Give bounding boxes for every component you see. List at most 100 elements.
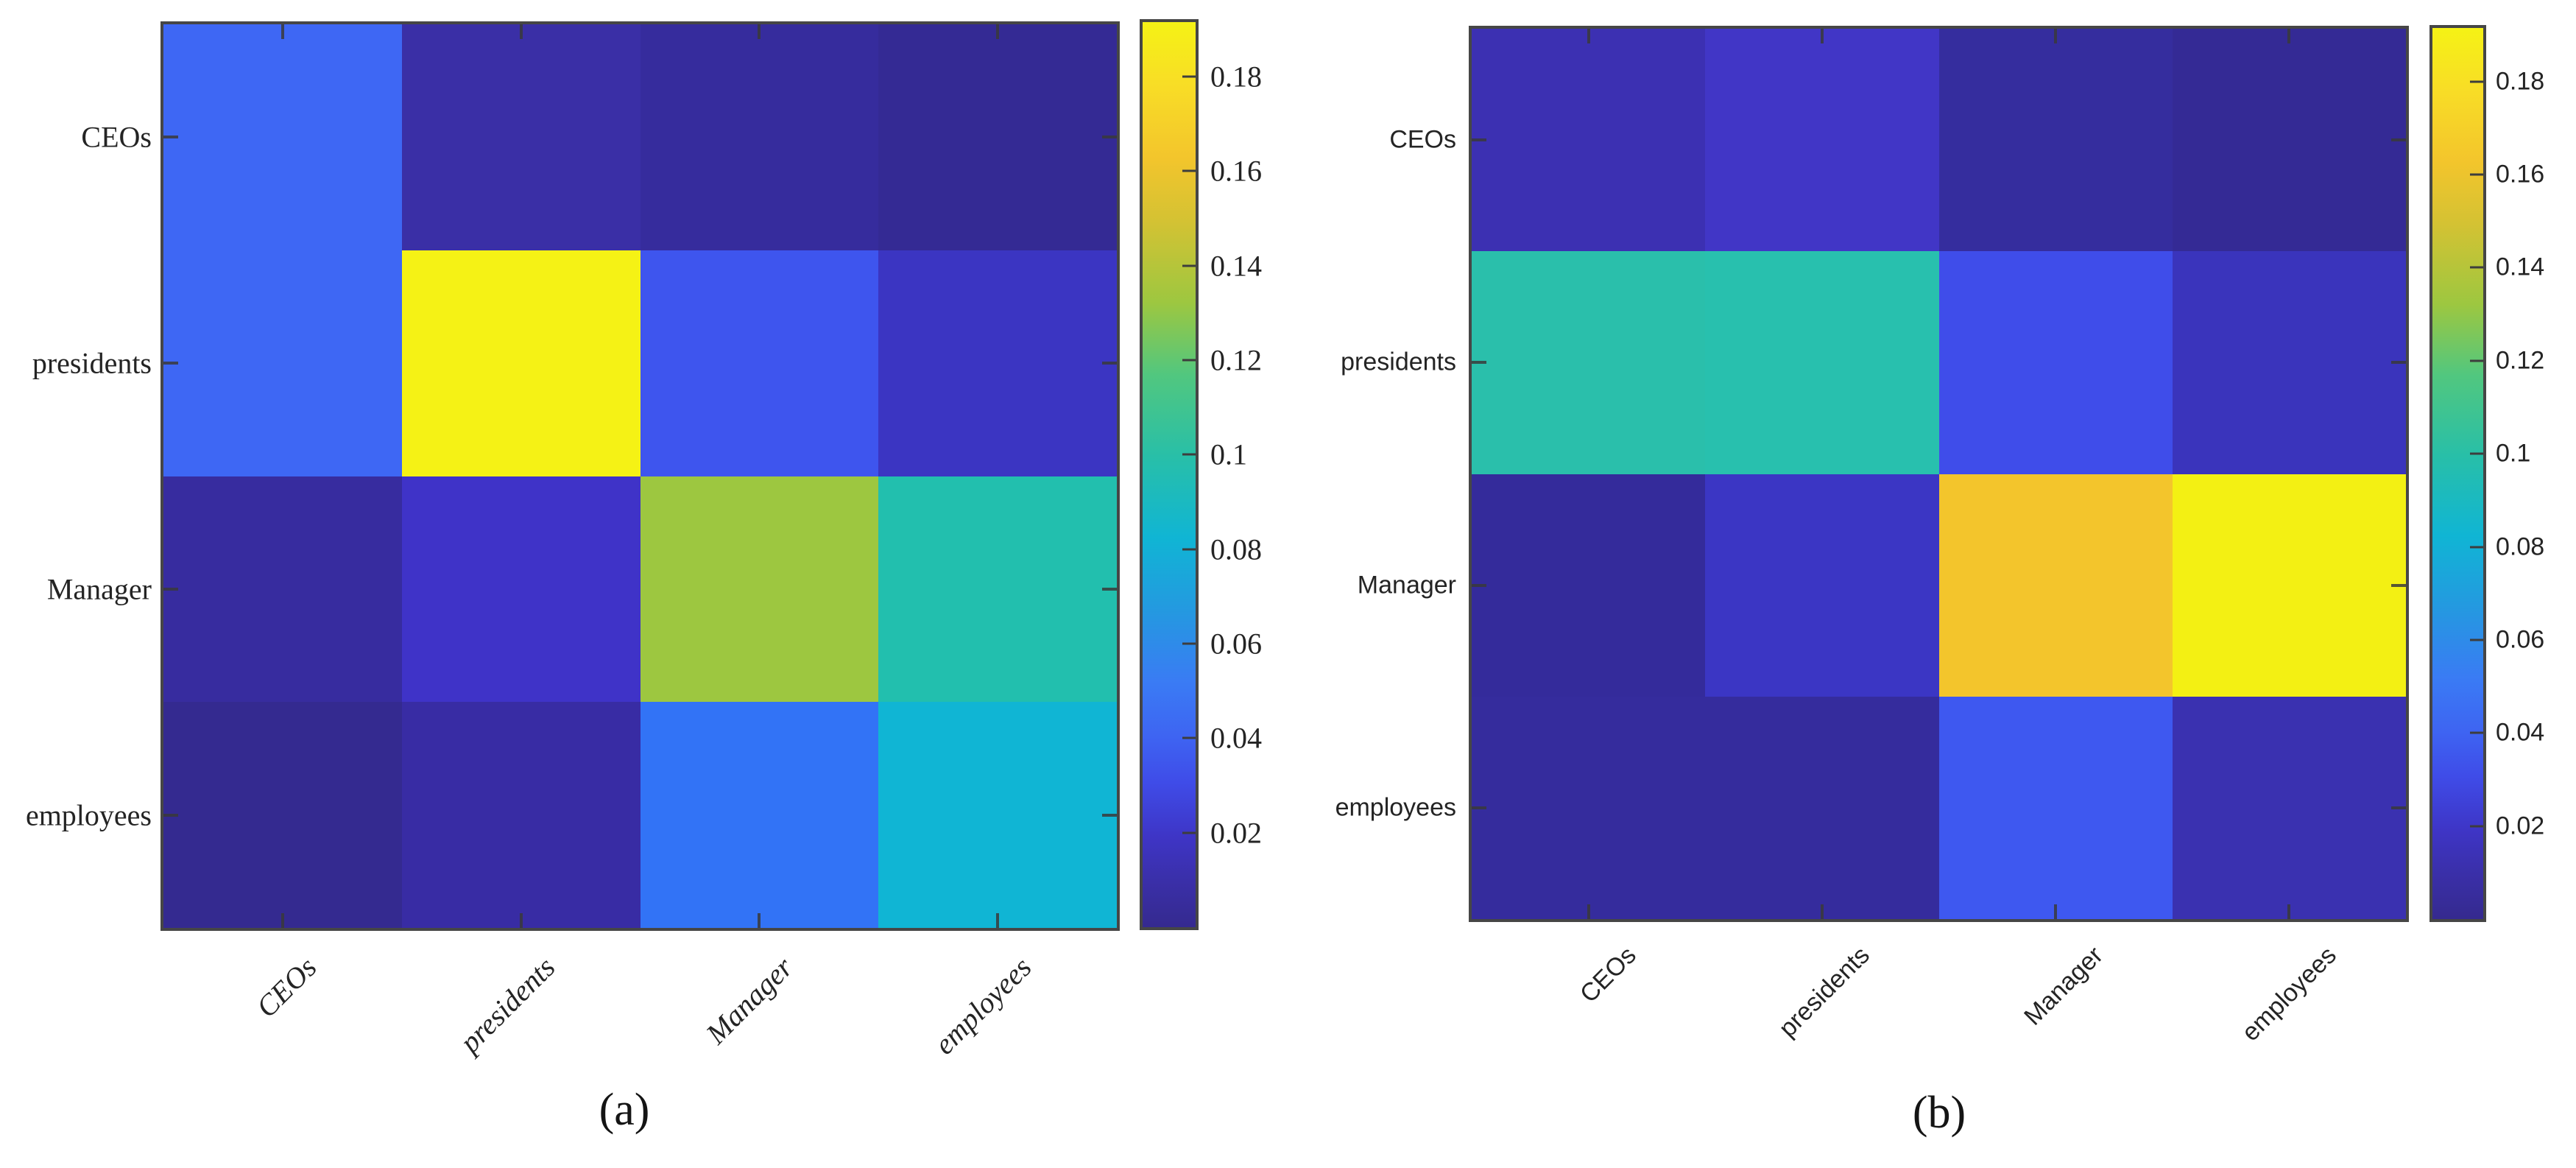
axis-tick-mark [758, 913, 761, 928]
colorbar-tick-label: 0.08 [1210, 532, 1262, 566]
y-axis-labels-a: CEOs presidents Manager employees [3, 24, 152, 928]
y-tick-label: CEOs [81, 120, 152, 154]
axis-tick-mark [1587, 29, 1590, 43]
colorbar-tick-mark [2470, 266, 2483, 269]
axis-tick-mark [2391, 806, 2406, 809]
y-tick-label: employees [25, 798, 152, 832]
axis-tick-mark [280, 913, 284, 928]
heatmap-cell [163, 250, 402, 476]
heatmap-cell [163, 702, 402, 928]
colorbar-tick-mark [2470, 80, 2483, 83]
heatmap-cell [1472, 251, 1706, 474]
heatmap-cell [640, 476, 879, 703]
colorbar-tick-label: 0.14 [2496, 253, 2545, 281]
colorbar-gradient [1143, 22, 1196, 927]
colorbar-tick-mark [1182, 548, 1196, 551]
colorbar-tick-label: 0.12 [2496, 346, 2545, 375]
colorbar-tick-label: 0.02 [1210, 816, 1262, 850]
axis-tick-mark [2287, 29, 2291, 43]
heatmap-b [1469, 26, 2409, 922]
y-tick-label: presidents [1341, 348, 1456, 376]
x-tick-label: employees [2237, 941, 2343, 1047]
axis-tick-mark [1102, 587, 1117, 591]
heatmap-cell [1938, 474, 2173, 697]
axis-tick-mark [519, 913, 523, 928]
colorbar-tick-label: 0.06 [1210, 627, 1262, 661]
heatmap-cell [1472, 696, 1706, 919]
axis-tick-mark [1587, 904, 1590, 919]
axis-tick-mark [163, 136, 178, 139]
heatmap-cell [878, 24, 1117, 250]
colorbar-tick-mark [1182, 642, 1196, 645]
axis-tick-mark [1472, 806, 1486, 809]
x-tick-label: CEOs [249, 950, 323, 1024]
colorbar-tick-label: 0.12 [1210, 343, 1262, 377]
heatmap-cell [878, 250, 1117, 476]
colorbar-tick-mark [2470, 546, 2483, 549]
axis-tick-mark [758, 24, 761, 39]
axis-tick-mark [2054, 904, 2058, 919]
heatmap-a [160, 21, 1120, 931]
colorbar-tick-label: 0.04 [1210, 721, 1262, 755]
colorbar-tick-mark [1182, 169, 1196, 172]
heatmap-cell [163, 476, 402, 703]
heatmap-cell [1472, 474, 1706, 697]
axis-tick-mark [1820, 29, 1824, 43]
y-axis-labels-b: CEOs presidents Manager employees [1246, 29, 1456, 919]
heatmap-cell [1705, 696, 1939, 919]
heatmap-cell [2172, 29, 2406, 252]
colorbar-tick-label: 0.06 [2496, 625, 2545, 654]
colorbar-tick-mark [2470, 359, 2483, 362]
colorbar-tick-label: 0.18 [2496, 67, 2545, 96]
heatmap-cell [640, 702, 879, 928]
colorbar-tick-mark [2470, 638, 2483, 641]
heatmap-cell [2172, 474, 2406, 697]
heatmap-cell [1938, 696, 2173, 919]
colorbar-labels-a: 0.18 0.16 0.14 0.12 0.1 0.08 0.06 0.04 0.02 [1210, 22, 1291, 927]
heatmap-cell [2172, 251, 2406, 474]
heatmap-cell [1472, 29, 1706, 252]
colorbar-tick-label: 0.08 [2496, 532, 2545, 561]
colorbar-tick-label: 0.14 [1210, 249, 1262, 282]
axis-tick-mark [163, 813, 178, 817]
heatmap-cell [401, 24, 641, 250]
colorbar-tick-label: 0.04 [2496, 718, 2545, 747]
heatmap-cell [1938, 29, 2173, 252]
axis-tick-mark [1102, 813, 1117, 817]
colorbar-tick-mark [1182, 75, 1196, 78]
x-tick-label: presidents [453, 950, 562, 1059]
colorbar-tick-label: 0.18 [1210, 60, 1262, 94]
colorbar-tick-mark [2470, 825, 2483, 828]
axis-tick-mark [163, 362, 178, 365]
axis-tick-mark [996, 24, 1000, 39]
axis-tick-mark [1102, 136, 1117, 139]
colorbar-a [1140, 19, 1199, 930]
colorbar-tick-label: 0.1 [2496, 439, 2531, 468]
axis-tick-mark [2391, 138, 2406, 142]
heatmap-cell [2172, 696, 2406, 919]
axis-tick-mark [163, 587, 178, 591]
y-tick-label: CEOs [1389, 125, 1456, 154]
x-tick-label: presidents [1773, 941, 1875, 1043]
heatmap-cell [1705, 251, 1939, 474]
y-tick-label: Manager [1357, 571, 1456, 599]
colorbar-tick-mark [1182, 453, 1196, 456]
axis-tick-mark [2287, 904, 2291, 919]
caption-b: (b) [1912, 1088, 1966, 1138]
heatmap-cell [401, 702, 641, 928]
axis-tick-mark [1820, 904, 1824, 919]
heatmap-cell [640, 24, 879, 250]
colorbar-tick-mark [2470, 173, 2483, 176]
axis-tick-mark [1472, 138, 1486, 142]
axis-tick-mark [519, 24, 523, 39]
colorbar-tick-label: 0.16 [2496, 160, 2545, 189]
heatmap-cell [401, 250, 641, 476]
x-tick-label: employees [928, 950, 1038, 1061]
axis-tick-mark [2391, 583, 2406, 587]
axis-tick-mark [2054, 29, 2058, 43]
colorbar-tick-label: 0.02 [2496, 812, 2545, 840]
heatmap-cell [1938, 251, 2173, 474]
heatmap-cell [1705, 474, 1939, 697]
colorbar-tick-label: 0.16 [1210, 154, 1262, 188]
